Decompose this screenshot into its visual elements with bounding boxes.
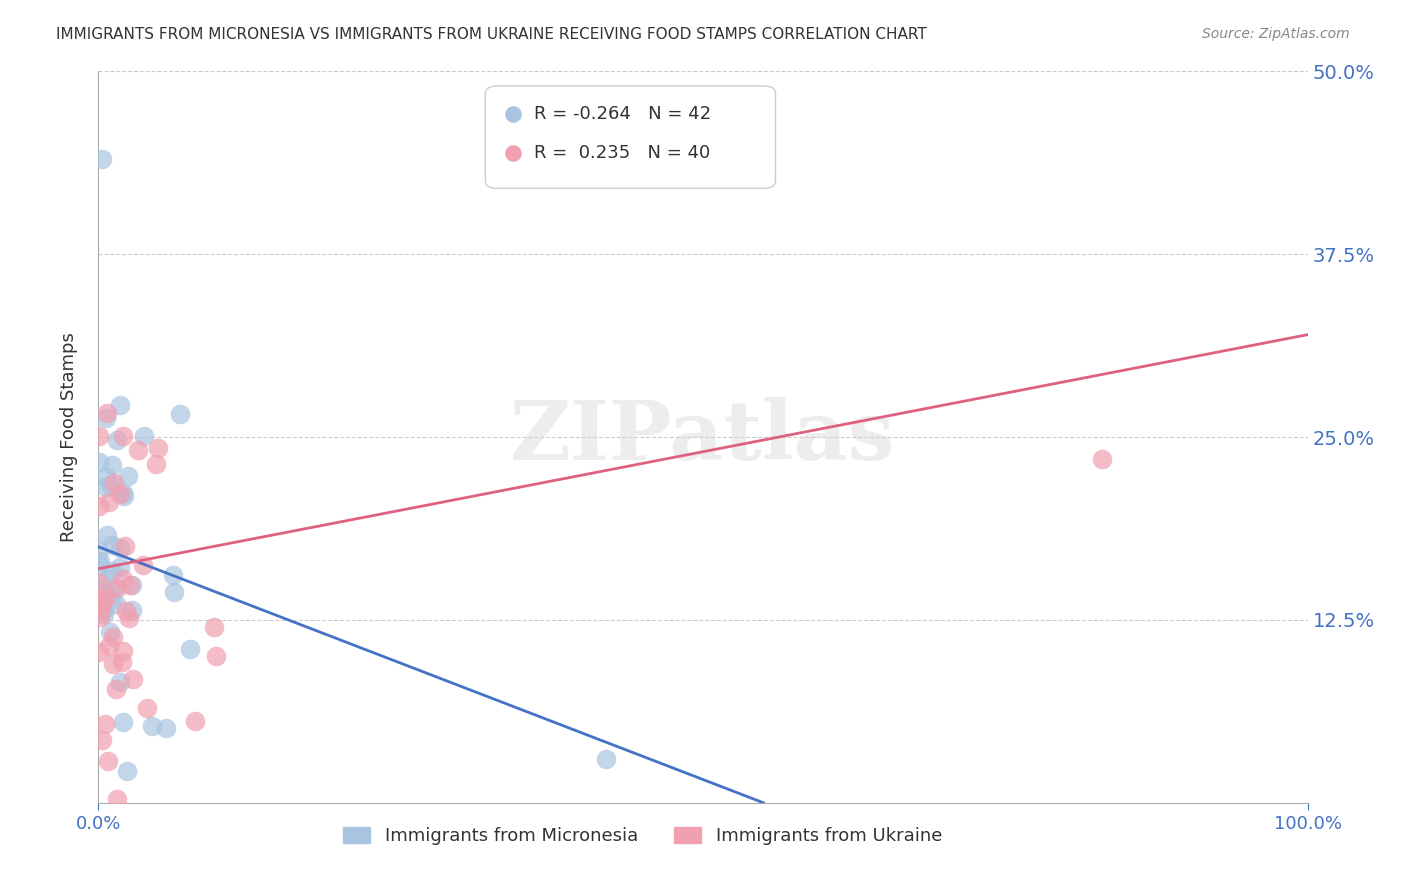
Point [179, 641, 201, 656]
Point [112, 489, 135, 503]
Point [91, 152, 114, 166]
Point [94, 591, 117, 606]
Point [105, 792, 128, 806]
Point [111, 655, 134, 669]
Point [87, 558, 110, 573]
Point [141, 719, 163, 733]
FancyBboxPatch shape [485, 86, 776, 188]
Point [202, 620, 225, 634]
Point [108, 541, 131, 556]
Point [120, 578, 142, 592]
Point [110, 398, 132, 412]
Point [112, 714, 135, 729]
Point [103, 630, 125, 644]
Point [96, 527, 118, 541]
Point [91, 597, 114, 611]
Text: Source: ZipAtlas.com: Source: ZipAtlas.com [1202, 27, 1350, 41]
Point [93, 607, 115, 621]
Point [121, 578, 143, 592]
Point [87, 645, 110, 659]
Point [114, 539, 136, 553]
Text: ZIPatlas: ZIPatlas [510, 397, 896, 477]
Point [87, 428, 110, 442]
Point [108, 560, 131, 574]
Point [105, 597, 128, 611]
Point [112, 644, 135, 658]
Point [105, 581, 128, 595]
Point [1091, 452, 1114, 467]
Point [89, 554, 111, 568]
Point [94, 470, 117, 484]
Point [184, 714, 207, 728]
Point [146, 442, 169, 456]
Point [100, 565, 122, 579]
Point [155, 721, 177, 735]
Point [91, 592, 114, 607]
Point [104, 682, 127, 697]
Point [87, 455, 110, 469]
Point [93, 603, 115, 617]
Point [93, 582, 115, 597]
Point [100, 592, 122, 607]
Point [97, 495, 120, 509]
Point [87, 543, 110, 558]
Point [98, 624, 121, 639]
Point [94, 480, 117, 494]
Point [132, 429, 155, 443]
Point [93, 716, 115, 731]
Point [90, 733, 112, 747]
Point [117, 469, 139, 483]
Point [595, 752, 617, 766]
Point [115, 764, 138, 779]
Point [121, 603, 143, 617]
Text: R = -0.264   N = 42: R = -0.264 N = 42 [534, 104, 711, 123]
Point [103, 657, 125, 672]
Point [89, 609, 111, 624]
Point [105, 434, 128, 448]
Point [94, 410, 117, 425]
Point [111, 485, 134, 500]
Point [145, 457, 167, 471]
Point [96, 572, 118, 586]
Point [108, 487, 131, 501]
Point [89, 593, 111, 607]
Point [96, 406, 118, 420]
Point [162, 568, 184, 582]
Point [103, 581, 125, 595]
Y-axis label: Receiving Food Stamps: Receiving Food Stamps [59, 332, 77, 542]
Point [97, 639, 120, 653]
Point [108, 674, 131, 689]
Point [112, 429, 135, 443]
Point [100, 478, 122, 492]
Point [122, 672, 145, 686]
Point [101, 538, 124, 552]
Legend: Immigrants from Micronesia, Immigrants from Ukraine: Immigrants from Micronesia, Immigrants f… [336, 820, 949, 852]
Point [132, 558, 155, 572]
Point [103, 475, 125, 490]
Point [169, 407, 191, 421]
Point [118, 611, 141, 625]
Point [127, 442, 149, 457]
Text: R =  0.235   N = 40: R = 0.235 N = 40 [534, 145, 710, 162]
Point [87, 575, 110, 590]
Point [101, 458, 124, 472]
Point [115, 604, 138, 618]
Point [97, 754, 120, 768]
Point [204, 648, 226, 663]
Point [89, 604, 111, 618]
Point [112, 572, 135, 586]
Point [87, 499, 110, 513]
Point [136, 701, 159, 715]
Point [163, 585, 186, 599]
Text: IMMIGRANTS FROM MICRONESIA VS IMMIGRANTS FROM UKRAINE RECEIVING FOOD STAMPS CORR: IMMIGRANTS FROM MICRONESIA VS IMMIGRANTS… [56, 27, 927, 42]
